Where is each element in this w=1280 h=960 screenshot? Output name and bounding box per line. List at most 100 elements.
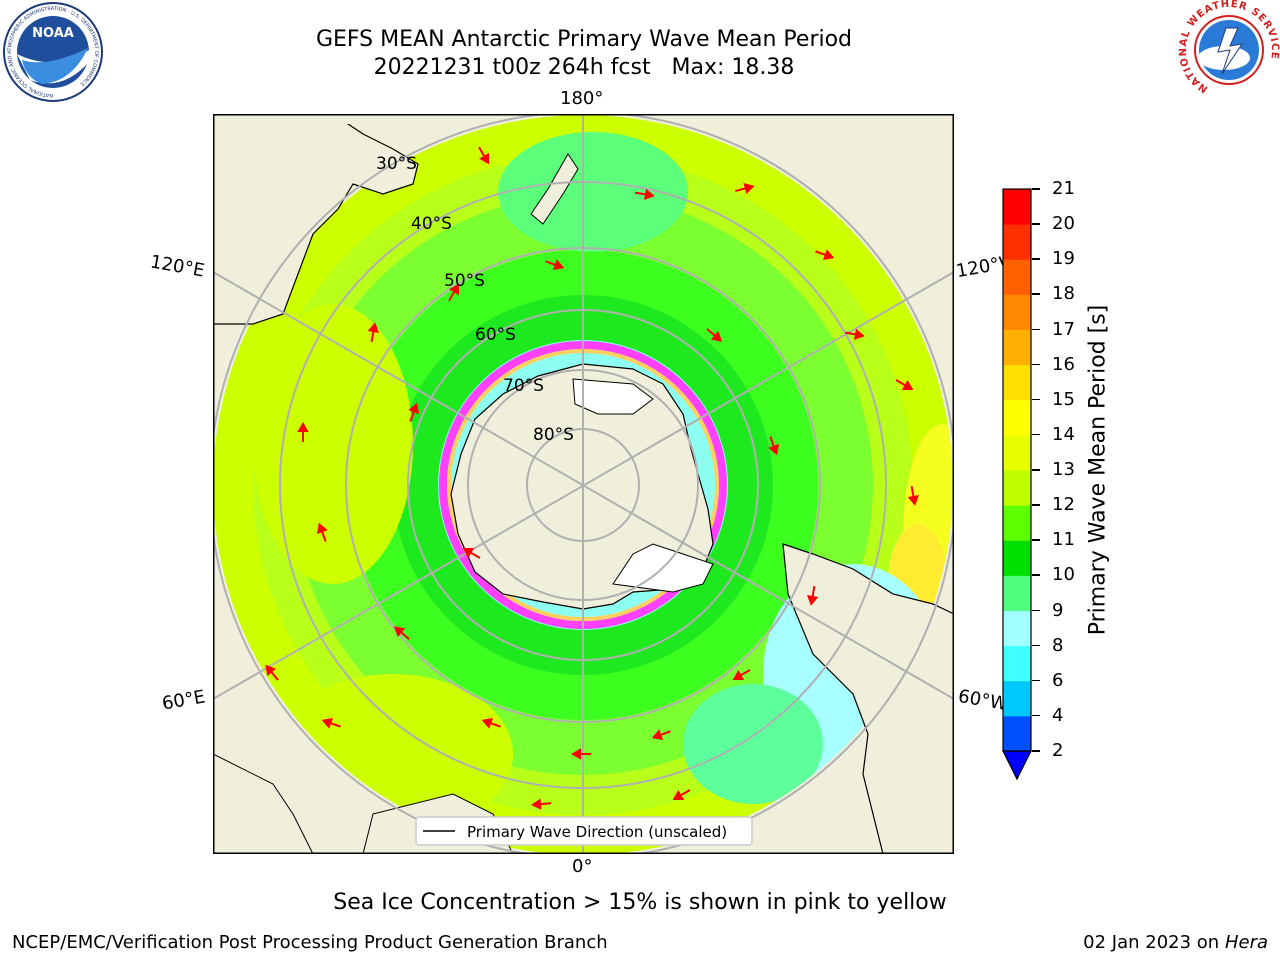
- colorbar-step: [1003, 540, 1031, 576]
- noaa-logo-text: NOAA: [32, 26, 74, 41]
- direction-arrow: [321, 717, 341, 729]
- direction-arrow: [462, 547, 481, 559]
- direction-arrow: [481, 717, 501, 729]
- colorbar-tick-label: 20: [1052, 213, 1075, 235]
- colorbar-tick-label: 19: [1052, 248, 1075, 270]
- lat-label-40s: 40°S: [411, 214, 452, 234]
- colorbar-tick-label: 10: [1052, 564, 1075, 586]
- lon-label-0: 0°: [572, 856, 593, 877]
- nws-logo: NATIONAL WEATHER SERVICE: [1178, 0, 1279, 99]
- polar-map: 30°S 40°S 50°S 60°S 70°S 80°S Primary Wa…: [213, 114, 954, 854]
- footer-organization: NCEP/EMC/Verification Post Processing Pr…: [12, 932, 608, 953]
- direction-arrow: [448, 283, 460, 302]
- footer-date: 02 Jan 2023 on Hera: [1083, 932, 1268, 953]
- colorbar-tick-label: 18: [1052, 283, 1075, 305]
- longitude-gridlines: [213, 114, 954, 854]
- direction-arrow: [768, 436, 780, 456]
- colorbar-tick-label: 12: [1052, 494, 1075, 516]
- colorbar-step: [1003, 224, 1031, 260]
- colorbar-tick-mark: [1032, 644, 1040, 647]
- colorbar-tick-label: 13: [1052, 459, 1075, 480]
- colorbar-tick-mark: [1032, 188, 1040, 190]
- colorbar-step: [1003, 259, 1031, 295]
- colorbar-under-arrow: [1002, 750, 1032, 780]
- colorbar-tick-label: 11: [1052, 529, 1075, 551]
- colorbar-tick-mark: [1032, 363, 1040, 366]
- new-zealand-land: [530, 153, 579, 225]
- colorbar-tick-mark: [1032, 398, 1040, 401]
- direction-arrow: [732, 669, 751, 681]
- map-legend-box: [415, 816, 753, 846]
- chart-subtitle: 20221231 t00z 264h fcst Max: 18.38: [373, 55, 795, 80]
- direction-arrow: [478, 146, 490, 165]
- colorbar-tick-label: 6: [1052, 669, 1064, 691]
- direction-arrow: [651, 729, 671, 741]
- direction-arrow: [408, 402, 420, 422]
- footer-date-text: 02 Jan 2023 on: [1083, 932, 1225, 953]
- direction-arrow: [815, 249, 835, 261]
- colorbar-step: [1003, 470, 1031, 506]
- direction-arrow: [545, 259, 565, 271]
- colorbar-tick-label: 16: [1052, 353, 1075, 375]
- colorbar: [1002, 188, 1032, 780]
- colorbar-tick-label: 21: [1052, 178, 1075, 199]
- colorbar-step: [1003, 645, 1031, 682]
- colorbar-step: [1003, 294, 1031, 330]
- footer-machine: Hera: [1224, 932, 1268, 953]
- colorbar-tick-mark: [1032, 469, 1040, 471]
- colorbar-label: Primary Wave Mean Period [s]: [1085, 304, 1111, 636]
- direction-arrow: [907, 485, 919, 506]
- lat-label-70s: 70°S: [503, 376, 544, 396]
- colorbar-tick-label: 15: [1052, 388, 1075, 410]
- colorbar-tick-label: 2: [1052, 740, 1064, 761]
- colorbar-border: [1002, 188, 1032, 752]
- colorbar-tick-mark: [1032, 574, 1040, 576]
- colorbar-tick-mark: [1032, 714, 1040, 717]
- colorbar-tick-mark: [1032, 258, 1040, 260]
- lat-label-80s: 80°S: [533, 425, 574, 445]
- direction-arrow: [393, 626, 410, 640]
- colorbar-steps: [1003, 189, 1031, 752]
- colorbar-step: [1003, 189, 1031, 225]
- lon-label-120e: 120°E: [148, 251, 207, 282]
- direction-arrow: [844, 328, 865, 340]
- direction-arrow: [265, 664, 279, 681]
- colorbar-tick-label: 8: [1052, 634, 1064, 656]
- sea-ice-caption: Sea Ice Concentration > 15% is shown in …: [333, 890, 947, 915]
- wave-direction-arrows: [265, 146, 919, 810]
- colorbar-step: [1003, 364, 1031, 401]
- colorbar-tick-label: 14: [1052, 423, 1075, 445]
- colorbar-tick-mark: [1032, 223, 1040, 225]
- direction-arrow: [367, 322, 379, 343]
- colorbar-step: [1003, 329, 1031, 366]
- direction-arrow: [895, 379, 914, 391]
- lat-label-50s: 50°S: [444, 271, 485, 291]
- south-america-land: [782, 543, 954, 854]
- lon-label-60e: 60°E: [160, 686, 207, 715]
- direction-arrow: [672, 789, 691, 801]
- colorbar-tick-mark: [1032, 504, 1040, 506]
- colorbar-tick-label: 9: [1052, 599, 1064, 621]
- colorbar-step: [1003, 434, 1031, 471]
- colorbar-tick-mark: [1032, 293, 1040, 295]
- direction-arrow: [706, 328, 723, 342]
- map-legend-text: Primary Wave Direction (unscaled): [467, 823, 727, 841]
- colorbar-step: [1003, 680, 1031, 717]
- colorbar-tick-label: 4: [1052, 704, 1064, 726]
- ice-shelf: [572, 378, 654, 415]
- map-border: [213, 114, 954, 854]
- colorbar-tick-mark: [1032, 609, 1040, 611]
- direction-arrow: [316, 522, 328, 542]
- colorbar-tick-mark: [1032, 328, 1040, 330]
- madagascar-land: [213, 753, 314, 854]
- lat-label-30s: 30°S: [376, 154, 417, 174]
- chart-title: GEFS MEAN Antarctic Primary Wave Mean Pe…: [315, 27, 853, 52]
- land-patch: [213, 114, 353, 124]
- colorbar-tick-mark: [1032, 433, 1040, 436]
- colorbar-step: [1003, 610, 1031, 647]
- lat-label-60s: 60°S: [475, 325, 516, 345]
- colorbar-tick-mark: [1032, 679, 1040, 682]
- colorbar-tick-label: 17: [1052, 318, 1075, 340]
- colorbar-step: [1003, 505, 1031, 541]
- direction-arrow: [735, 182, 755, 195]
